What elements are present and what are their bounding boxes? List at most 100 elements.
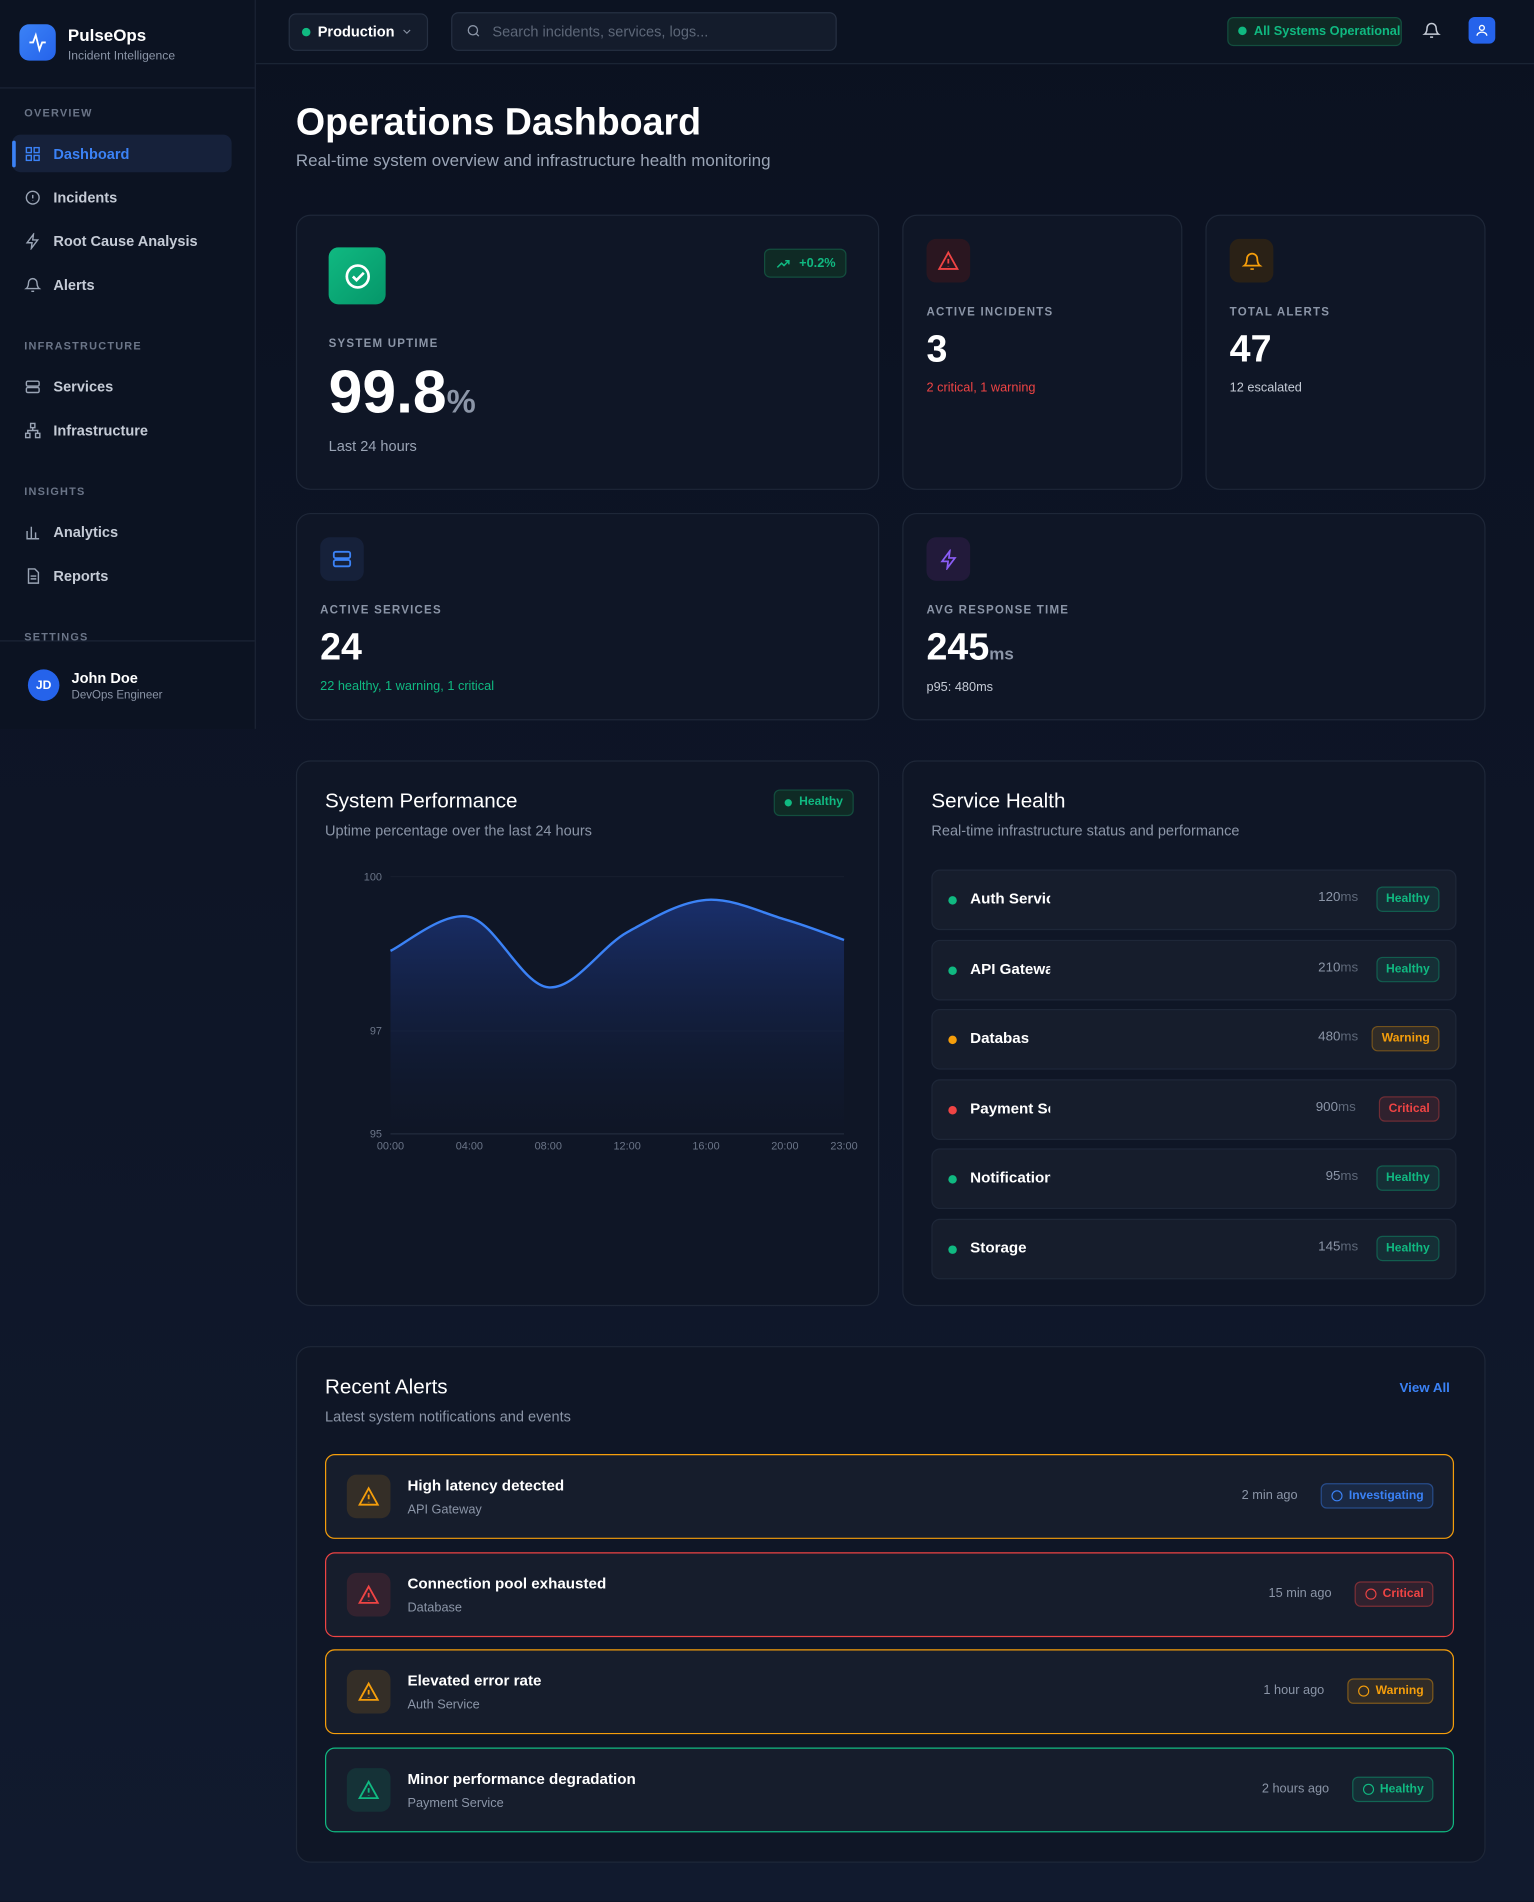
alert-item[interactable]: Minor performance degradation Payment Ser… (325, 1746, 1455, 1832)
view-all-link[interactable]: View All (1399, 1381, 1450, 1396)
nav-icon-svg (25, 190, 40, 205)
y-tick-label: 95 (370, 1129, 382, 1141)
nav-item[interactable]: Services (53, 378, 114, 396)
alert-item[interactable]: Connection pool exhausted Database Critica… (325, 1551, 1455, 1637)
nav-item[interactable]: Analytics (53, 523, 119, 541)
alert-title: High latency detected (407, 1477, 565, 1495)
profile-button[interactable] (1468, 16, 1496, 44)
nav-item[interactable]: Infrastructure (53, 422, 148, 439)
nav-item[interactable]: Reports (53, 567, 109, 585)
service-latency: 210ms (1318, 960, 1358, 975)
service-name: Payment Service (970, 1099, 1050, 1117)
page-subtitle: Real-time system overview and infrastruc… (295, 150, 771, 170)
panel-title: Service Health (931, 789, 1066, 813)
nav-icon-svg (26, 526, 40, 540)
environment-select[interactable]: Production (288, 13, 429, 51)
alert-item[interactable]: Elevated error rate Auth Service Warning 1 … (325, 1649, 1455, 1735)
alert-icon-box (346, 1767, 391, 1812)
service-row: Payment Service 900ms Critical (931, 1078, 1457, 1140)
nav-icon-svg (24, 422, 41, 439)
stat-value: 245ms (927, 626, 1014, 670)
check-icon (344, 263, 370, 289)
stat-label: SYSTEM UPTIME (328, 337, 439, 351)
nav-active-bar (12, 140, 16, 168)
service-row: API Gateway 210ms Healthy (931, 939, 1457, 1000)
alert-icon-box (346, 1669, 391, 1714)
bolt-icon (939, 548, 957, 570)
stat-value: 99.8% (329, 357, 476, 427)
x-tick-label: 23:00 (830, 1141, 857, 1153)
status-badge: Warning (1372, 1025, 1440, 1052)
badge-text: Healthy (799, 795, 843, 809)
nav-icon (24, 378, 41, 395)
alert-status: Healthy (1352, 1775, 1434, 1802)
nav-item[interactable]: Alerts (53, 276, 95, 294)
nav-item[interactable]: Incidents (53, 189, 118, 207)
alert-title: Elevated error rate (407, 1672, 542, 1690)
status-text: All Systems Operational (1253, 24, 1401, 39)
response-card: AVG RESPONSE TIME 245ms p95: 480ms (902, 512, 1486, 721)
alert-icon (358, 1486, 380, 1508)
latency-unit: ms (1338, 1099, 1356, 1114)
nav-item[interactable]: Root Cause Analysis (53, 232, 198, 250)
notification-bell[interactable] (1422, 21, 1441, 40)
service-latency: 480ms (1318, 1030, 1358, 1045)
user-avatar[interactable]: JD (27, 669, 60, 701)
brand-logo (19, 24, 56, 61)
status-dot (948, 1244, 957, 1254)
status-dot (948, 1035, 957, 1045)
status-dot (948, 1105, 957, 1114)
page-title: Operations Dashboard (295, 100, 702, 144)
status-badge: Critical (1378, 1095, 1440, 1122)
bell-icon (1241, 252, 1262, 270)
brand-name: PulseOps (67, 25, 147, 45)
alert-source: API Gateway (407, 1502, 482, 1518)
uptime-card: +0.2% SYSTEM UPTIME 99.8% Last 24 hours (295, 214, 880, 490)
trend-icon (776, 259, 790, 268)
status-icon (1357, 1684, 1370, 1697)
server-icon (332, 550, 352, 568)
status-badge: Healthy (1376, 956, 1440, 982)
panel-subtitle: Real-time infrastructure status and perf… (931, 822, 1240, 840)
nav-icon (24, 422, 41, 439)
status-icon-svg (1365, 1587, 1377, 1600)
status-icon (1362, 1782, 1375, 1795)
topbar: Production Search incidents, services, l… (255, 0, 1534, 65)
nav-icon (24, 568, 41, 585)
alert-source: Database (407, 1600, 462, 1615)
nav-section-title: SETTINGS (24, 630, 89, 643)
stat-number: 245 (926, 625, 990, 669)
x-tick-label: 12:00 (613, 1141, 640, 1153)
recent-alerts-panel: Recent Alerts Latest system notification… (295, 1346, 1486, 1863)
service-row: Database 480ms Warning (931, 1008, 1457, 1070)
alert-time: 1 hour ago (1263, 1683, 1325, 1698)
alert-icon (358, 1778, 380, 1800)
stat-label: AVG RESPONSE TIME (926, 603, 1070, 618)
search-box[interactable]: Search incidents, services, logs... (451, 12, 837, 51)
latency-unit: ms (1340, 1169, 1359, 1184)
alerts-card: TOTAL ALERTS 47 12 escalated (1205, 214, 1486, 490)
latency-value: 145 (1318, 1238, 1341, 1254)
alert-time: 2 min ago (1241, 1487, 1298, 1503)
alert-icon-box (346, 1474, 391, 1519)
nav-icon (24, 189, 41, 206)
nav-icon-svg (25, 380, 40, 394)
alert-icon (358, 1583, 380, 1605)
alert-time: 2 hours ago (1261, 1780, 1330, 1796)
status-dot (1238, 26, 1247, 36)
stat-note: 2 critical, 1 warning (926, 380, 1036, 396)
status-icon (1364, 1587, 1377, 1600)
service-name: Database (970, 1029, 1029, 1047)
panel-subtitle: Latest system notifications and events (325, 1407, 571, 1425)
status-icon (1331, 1489, 1344, 1502)
incidents-icon (926, 238, 971, 283)
brand-tagline: Incident Intelligence (67, 49, 176, 64)
panel-title: System Performance (325, 789, 518, 813)
alert-icon-box (346, 1572, 391, 1616)
alert-item[interactable]: High latency detected API Gateway Investig… (325, 1454, 1455, 1539)
service-latency: 95ms (1326, 1169, 1359, 1184)
stat-unit: ms (989, 643, 1014, 664)
service-name: Notification Service (970, 1169, 1051, 1187)
nav-item[interactable]: Dashboard (53, 145, 130, 163)
alert-source: Payment Service (407, 1795, 504, 1810)
